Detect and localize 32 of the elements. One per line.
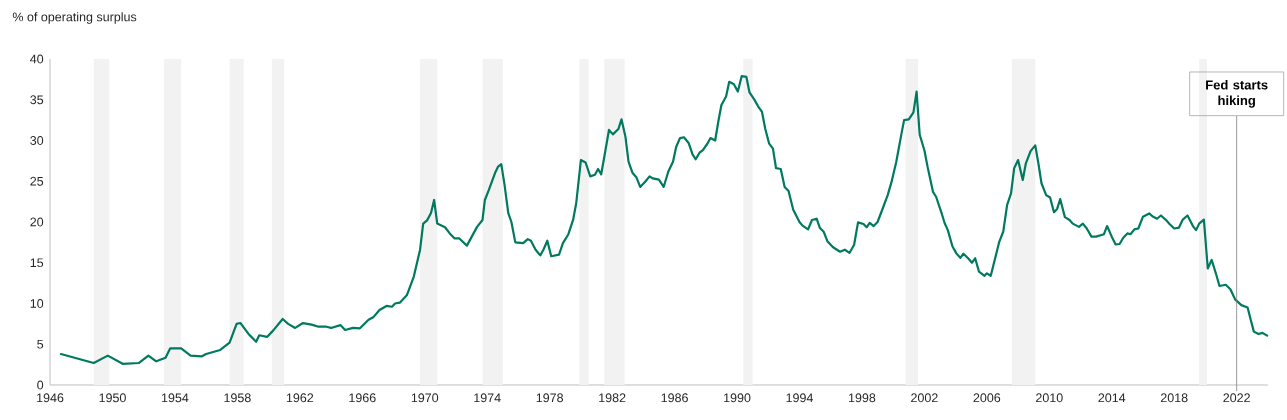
x-tick-label: 1994 [786,393,814,403]
x-tick-label: 1978 [536,393,564,403]
line-series [59,75,1269,365]
x-tick-label: 1958 [224,393,251,403]
x-tick-label: 1962 [286,393,314,403]
x-tick-label: 2002 [911,393,938,403]
x-tick-label: 2010 [1036,393,1063,403]
x-tick-label: 1954 [161,393,189,403]
ref-line-label: Fed starts hiking [1206,79,1268,108]
x-tick-label: 2022 [1223,393,1250,403]
x-tick-label: 1982 [599,393,626,403]
y-tick-label: 20 [30,217,44,227]
y-tick-label: 10 [30,299,44,308]
y-tick-label: 0 [37,380,44,390]
x-tick-label: 2014 [1098,393,1126,403]
y-tick-label: 30 [30,136,44,145]
x-tick-label: 1974 [474,393,501,403]
x-tick-label: 1986 [661,393,688,403]
y-axis-title: % of operating surplus [12,12,137,24]
x-tick-label: 1966 [349,393,376,403]
x-tick-label: 1998 [848,393,876,403]
y-tick-label: 15 [30,258,44,268]
y-tick-label: 35 [30,95,44,105]
y-tick-label: 40 [30,54,44,64]
x-tick-label: 2018 [1160,393,1188,403]
x-tick-label: 1990 [724,393,751,403]
x-tick-label: 1950 [99,393,126,403]
x-tick-label: 1970 [411,393,439,403]
y-tick-label: 25 [30,176,44,186]
x-tick-label: 2006 [973,393,1001,403]
x-tick-label: 1946 [37,393,64,403]
y-tick-label: 5 [37,339,44,349]
